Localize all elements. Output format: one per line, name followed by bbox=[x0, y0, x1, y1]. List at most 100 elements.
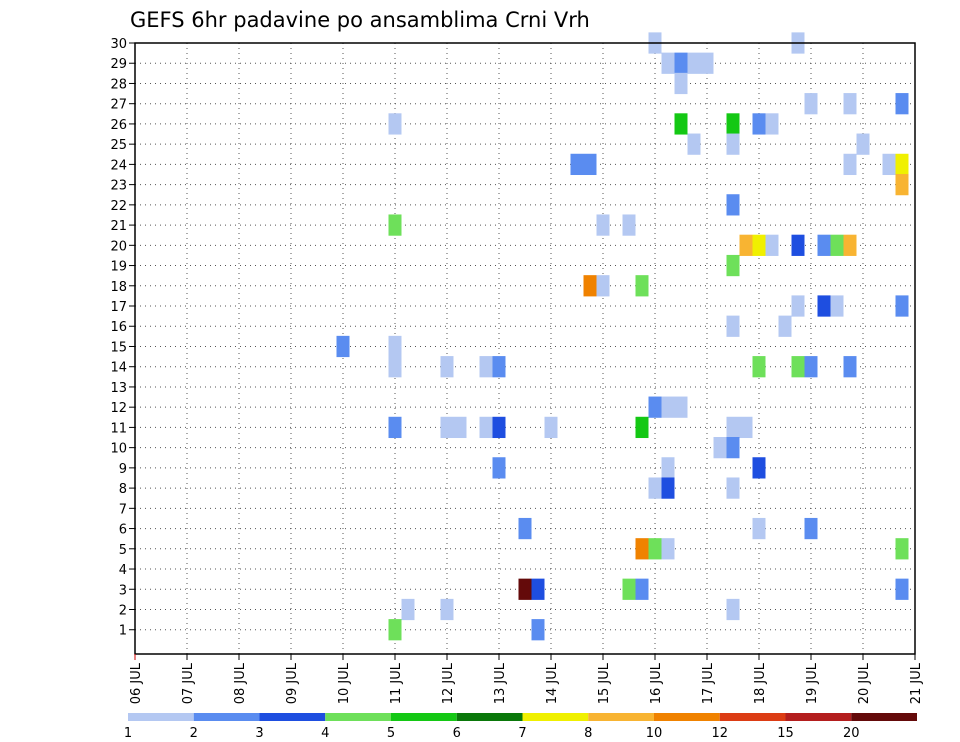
precip-cell bbox=[596, 275, 610, 297]
precip-cell bbox=[726, 416, 740, 439]
colorbar-label: 10 bbox=[646, 726, 663, 741]
precip-cell bbox=[843, 356, 857, 378]
colorbar-label: 1 bbox=[124, 726, 132, 741]
precip-cell bbox=[895, 295, 909, 317]
precip-cell bbox=[778, 315, 792, 337]
colorbar-label: 20 bbox=[843, 726, 860, 741]
precip-cell bbox=[492, 416, 506, 439]
precip-cell bbox=[661, 538, 675, 560]
y-tick-label: 7 bbox=[119, 502, 127, 517]
precip-cell bbox=[752, 113, 766, 135]
colorbar-swatch bbox=[719, 713, 786, 721]
precip-cell bbox=[752, 457, 766, 479]
precip-cell bbox=[544, 416, 558, 439]
y-tick-label: 29 bbox=[110, 57, 127, 72]
x-tick-label: 11 JUL bbox=[389, 662, 404, 704]
precip-cell bbox=[687, 52, 701, 74]
precip-cell bbox=[726, 133, 740, 155]
precip-cell bbox=[804, 356, 818, 378]
y-tick-label: 10 bbox=[110, 442, 127, 457]
colorbar-swatch bbox=[785, 713, 852, 721]
precip-cell bbox=[895, 538, 909, 560]
colorbar-swatch bbox=[259, 713, 326, 721]
x-tick-label: 09 JUL bbox=[285, 662, 300, 704]
y-tick-label: 24 bbox=[110, 158, 127, 173]
colorbar-swatch bbox=[391, 713, 457, 721]
precip-cell bbox=[791, 295, 805, 317]
plot-frame bbox=[134, 42, 916, 655]
precip-cell bbox=[401, 598, 415, 621]
colorbar-label: 2 bbox=[190, 726, 198, 741]
x-axis-ticks: 06 JUL 07 JUL 08 JUL 09 JUL 10 JUL 11 JUL 12 J… bbox=[129, 654, 924, 704]
y-tick-label: 22 bbox=[110, 199, 127, 214]
colorbar-label: 4 bbox=[321, 726, 329, 741]
chart-title: GEFS 6hr padavine po ansamblima Crni Vrh bbox=[130, 8, 590, 32]
y-tick-label: 11 bbox=[110, 421, 127, 436]
precip-cell bbox=[765, 113, 779, 135]
precip-cell bbox=[635, 578, 649, 600]
precip-cell bbox=[661, 457, 675, 479]
precip-cell bbox=[440, 356, 454, 378]
y-tick-label: 21 bbox=[110, 219, 127, 234]
precip-cell bbox=[765, 234, 779, 256]
precip-cell bbox=[388, 214, 402, 236]
y-tick-label: 28 bbox=[110, 77, 127, 92]
precip-cell bbox=[739, 234, 753, 256]
colorbar-swatch bbox=[193, 713, 260, 721]
colorbar-label: 12 bbox=[711, 726, 728, 741]
precip-cell bbox=[479, 356, 493, 378]
precip-cell bbox=[817, 234, 831, 256]
colorbar-swatch bbox=[588, 713, 654, 721]
precip-cell bbox=[635, 538, 649, 560]
x-tick-label: 10 JUL bbox=[337, 662, 352, 704]
grid-layer bbox=[134, 42, 916, 654]
precip-cell bbox=[583, 153, 597, 176]
colorbar-swatch bbox=[851, 713, 917, 721]
colorbar: 1 2 3 4 5 6 7 8 10 12 15 20 bbox=[124, 713, 917, 741]
precip-cell bbox=[388, 335, 402, 358]
x-tick-label: 06 JUL bbox=[129, 662, 144, 704]
precip-cell bbox=[882, 153, 896, 176]
precip-cell bbox=[843, 93, 857, 115]
x-tick-label: 13 JUL bbox=[493, 662, 508, 704]
y-tick-label: 9 bbox=[119, 462, 127, 477]
precip-cell bbox=[440, 416, 454, 439]
precip-cell bbox=[895, 174, 909, 196]
y-tick-label: 12 bbox=[110, 401, 127, 416]
x-tick-label: 21 JUL bbox=[909, 662, 924, 704]
precip-cell bbox=[752, 517, 766, 540]
precip-cell bbox=[726, 598, 740, 621]
y-tick-label: 8 bbox=[119, 482, 127, 497]
precip-cell bbox=[661, 52, 675, 74]
precip-cell bbox=[570, 153, 584, 176]
precip-cell bbox=[674, 52, 688, 74]
precip-cell bbox=[830, 295, 844, 317]
y-tick-label: 25 bbox=[110, 138, 127, 153]
precip-cell bbox=[596, 214, 610, 236]
precip-cell bbox=[739, 416, 753, 439]
precip-cell bbox=[674, 113, 688, 135]
precip-cell bbox=[518, 517, 532, 540]
precip-cell bbox=[713, 437, 727, 459]
precip-cell bbox=[687, 133, 701, 155]
precip-cell bbox=[518, 578, 532, 600]
x-tick-label: 18 JUL bbox=[753, 662, 768, 704]
y-tick-label: 3 bbox=[119, 583, 127, 598]
x-tick-label: 17 JUL bbox=[701, 662, 716, 704]
y-tick-label: 23 bbox=[110, 179, 127, 194]
y-tick-label: 15 bbox=[110, 340, 127, 355]
x-tick-label: 15 JUL bbox=[597, 662, 612, 704]
x-tick-label: 12 JUL bbox=[441, 662, 456, 704]
y-tick-label: 20 bbox=[110, 239, 127, 254]
x-tick-label: 08 JUL bbox=[233, 662, 248, 704]
y-tick-label: 19 bbox=[110, 260, 127, 275]
precip-cell bbox=[895, 93, 909, 115]
y-axis-ticks: 1234567891011121314151617181920212223242… bbox=[110, 37, 135, 639]
colorbar-swatch bbox=[654, 713, 720, 721]
y-tick-label: 17 bbox=[110, 300, 127, 315]
precip-cell bbox=[622, 578, 636, 600]
colorbar-label: 7 bbox=[518, 726, 526, 741]
y-tick-label: 2 bbox=[119, 603, 127, 618]
precip-cell bbox=[726, 437, 740, 459]
